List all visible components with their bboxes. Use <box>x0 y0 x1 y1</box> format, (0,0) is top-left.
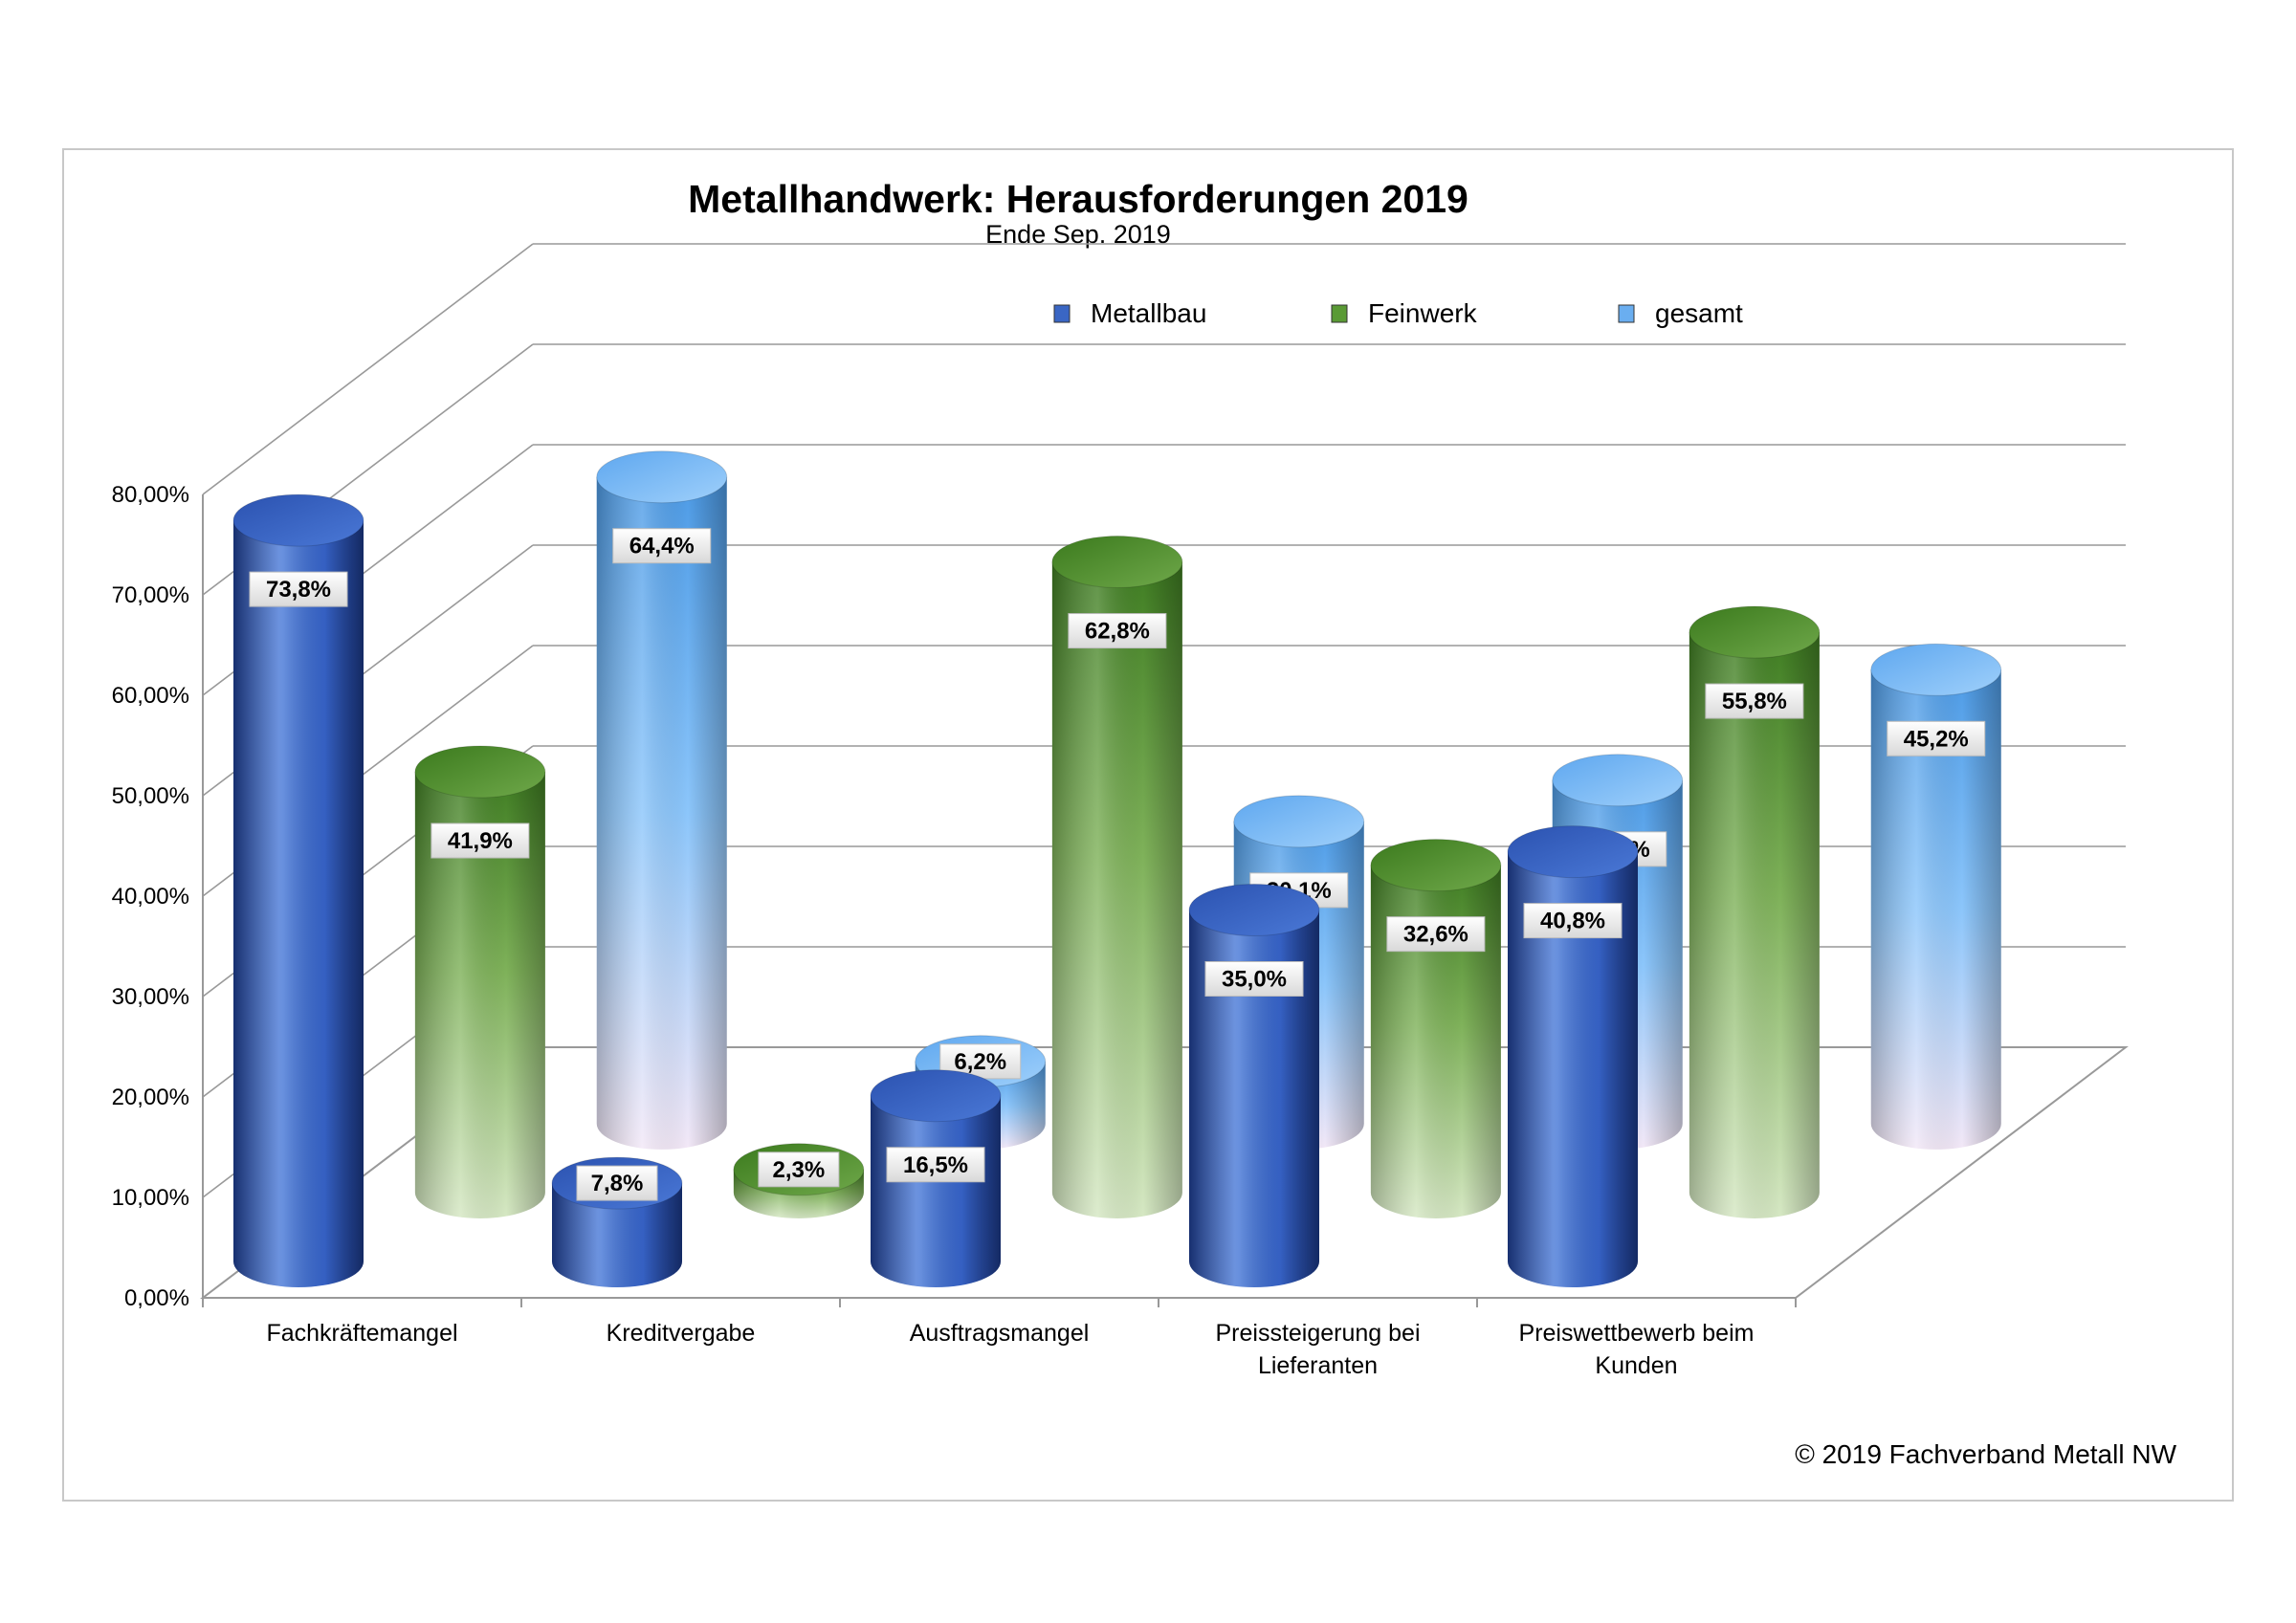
bar-shading <box>414 772 545 1218</box>
y-tick-label: 60,00% <box>112 683 189 709</box>
chart: Metallhandwerk: Herausforderungen 2019 E… <box>112 177 2177 1469</box>
category-label: Kreditvergabe <box>607 1320 756 1347</box>
bar-feinwerk-1: 2,3% <box>733 1143 865 1218</box>
bar-metallbau-2: 16,5% <box>870 1069 1002 1287</box>
data-label-box <box>612 528 712 564</box>
bar-top <box>1051 536 1183 589</box>
data-label: 16,5% <box>903 1152 968 1178</box>
plot-area: 0,00% 10,00% 20,00% 30,00% 40,00% 50,00% 60,00… <box>112 243 2129 1379</box>
bar-shading <box>233 520 364 1287</box>
bar-feinwerk-4: 55,8% <box>1689 605 1821 1218</box>
category-label: Ausftragsmangel <box>910 1320 1090 1347</box>
bar-gesamt-4: 45,2% <box>1870 643 2002 1150</box>
bar-shading <box>871 1095 1001 1287</box>
data-label-box <box>1523 903 1623 939</box>
category-label: Preiswettbewerb beim Kunden <box>1519 1320 1755 1379</box>
y-tick-label: 20,00% <box>112 1085 189 1110</box>
y-tick-label: 10,00% <box>112 1185 189 1211</box>
data-label-box <box>1887 720 1986 757</box>
bar-shading <box>1370 865 1501 1218</box>
bar-shading <box>596 476 727 1150</box>
gridline-side <box>202 243 534 495</box>
data-label-box <box>576 1165 658 1201</box>
bar-metallbau-3: 35,0% <box>1188 884 1320 1287</box>
bar-top <box>1507 825 1639 879</box>
legend-swatch <box>1618 304 1635 323</box>
y-tick-label: 70,00% <box>112 582 189 608</box>
legend-label: Metallbau <box>1091 298 1206 328</box>
bar-top <box>1188 884 1320 936</box>
bar-top <box>870 1069 1002 1123</box>
bar-top <box>1870 643 2002 696</box>
legend-item-feinwerk: Feinwerk <box>1331 298 1478 328</box>
copyright-text: © 2019 Fachverband Metall NW <box>1795 1439 2176 1469</box>
data-label-box <box>430 822 530 859</box>
bar-shading <box>1689 632 1820 1218</box>
data-label: 73,8% <box>266 577 331 603</box>
bar-top <box>232 493 364 547</box>
data-label-box <box>1705 683 1804 719</box>
bar-shading <box>552 1183 682 1287</box>
legend-label: gesamt <box>1655 298 1743 328</box>
legend-swatch <box>1331 304 1348 323</box>
chart-title: Metallhandwerk: Herausforderungen 2019 <box>688 177 1468 221</box>
bar-shading <box>1189 910 1319 1287</box>
bar-top <box>414 745 546 799</box>
category-label: Preissteigerung bei Lieferanten <box>1215 1320 1420 1379</box>
data-label: 7,8% <box>591 1171 644 1196</box>
bar-shading <box>1051 561 1182 1218</box>
bar-metallbau-4: 40,8% <box>1507 825 1639 1287</box>
bar-shading <box>1508 851 1638 1287</box>
bar-metallbau-1: 7,8% <box>551 1156 683 1287</box>
data-label: 62,8% <box>1085 619 1150 645</box>
bar-top <box>1233 795 1365 848</box>
data-label: 40,8% <box>1540 909 1605 934</box>
legend-swatch <box>1053 304 1071 323</box>
data-label: 55,8% <box>1722 689 1787 714</box>
data-label-box <box>249 571 348 607</box>
bar-feinwerk-3: 32,6% <box>1370 839 1502 1218</box>
bar-top <box>596 450 728 504</box>
data-label-box <box>1204 961 1304 997</box>
data-label: 35,0% <box>1222 967 1287 993</box>
data-label: 32,6% <box>1403 922 1468 948</box>
y-tick-label: 80,00% <box>112 482 189 508</box>
bar-top <box>1552 754 1684 807</box>
bar-shading <box>1870 669 2001 1150</box>
data-label-box <box>1386 916 1486 953</box>
chart-frame: Metallhandwerk: Herausforderungen 2019 E… <box>62 148 2234 1502</box>
data-label-box <box>758 1151 840 1188</box>
bar-metallbau-0: 73,8% <box>232 493 364 1287</box>
data-label: 41,9% <box>448 828 513 854</box>
legend-item-metallbau: Metallbau <box>1053 298 1206 328</box>
bar-feinwerk-0: 41,9% <box>414 745 546 1218</box>
y-tick-label: 30,00% <box>112 984 189 1010</box>
y-tick-label: 0,00% <box>124 1285 189 1311</box>
data-label: 6,2% <box>954 1049 1006 1075</box>
data-label: 45,2% <box>1904 726 1969 752</box>
data-label: 2,3% <box>773 1157 826 1183</box>
y-tick-label: 50,00% <box>112 783 189 809</box>
data-label-box <box>886 1147 985 1183</box>
y-tick-label: 40,00% <box>112 884 189 910</box>
data-label-box <box>1068 613 1167 649</box>
bar-top <box>1689 605 1821 659</box>
bar-gesamt-0: 64,4% <box>596 450 728 1150</box>
category-label: Fachkräftemangel <box>266 1320 457 1347</box>
legend: Metallbau Feinwerk gesamt <box>1053 298 1743 328</box>
bar-top <box>1370 839 1502 892</box>
legend-label: Feinwerk <box>1368 298 1478 328</box>
bar-feinwerk-2: 62,8% <box>1051 536 1183 1218</box>
legend-item-gesamt: gesamt <box>1618 298 1743 328</box>
data-label: 64,4% <box>629 534 695 559</box>
